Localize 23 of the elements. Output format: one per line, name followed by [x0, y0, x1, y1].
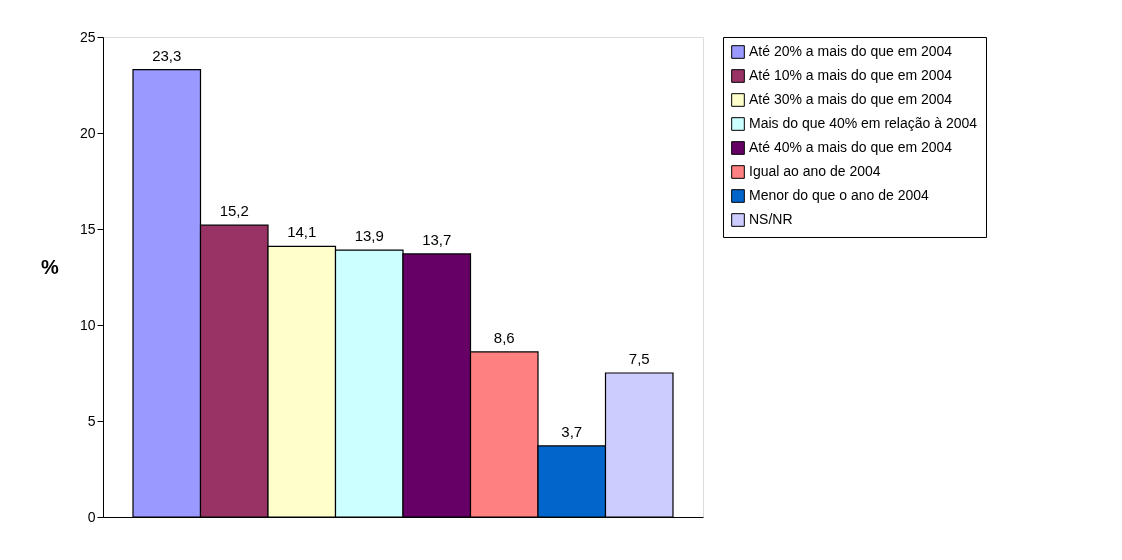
y-tick-label: 10: [79, 316, 96, 333]
data-label: 15,2: [219, 202, 249, 220]
data-label: 13,9: [354, 227, 384, 245]
data-label: 3,7: [561, 422, 583, 440]
data-label: 8,6: [493, 328, 515, 346]
legend-label: Até 30% a mais do que em 2004: [749, 91, 953, 107]
legend-label: Menor do que o ano de 2004: [749, 187, 930, 203]
data-label: 13,7: [422, 230, 452, 248]
legend-label: NS/NR: [749, 211, 793, 227]
data-label: 7,5: [628, 350, 650, 367]
y-tick-label: 25: [79, 28, 96, 45]
legend-label: Mais do que 40% em relação à 2004: [749, 115, 978, 131]
data-label: 14,1: [287, 223, 317, 241]
legend-label: Até 20% a mais do que em 2004: [749, 43, 953, 59]
y-tick-label: 5: [87, 412, 96, 429]
y-tick-label: 20: [79, 124, 96, 141]
data-label: 23,3: [152, 46, 182, 64]
legend-label: Até 10% a mais do que em 2004: [749, 67, 953, 83]
legend-label: Igual ao ano de 2004: [749, 163, 881, 179]
y-tick-label: 15: [79, 220, 96, 237]
y-axis-title: %: [41, 255, 60, 278]
legend-label: Até 40% a mais do que em 2004: [749, 139, 953, 155]
y-tick-label: 0: [87, 508, 96, 525]
